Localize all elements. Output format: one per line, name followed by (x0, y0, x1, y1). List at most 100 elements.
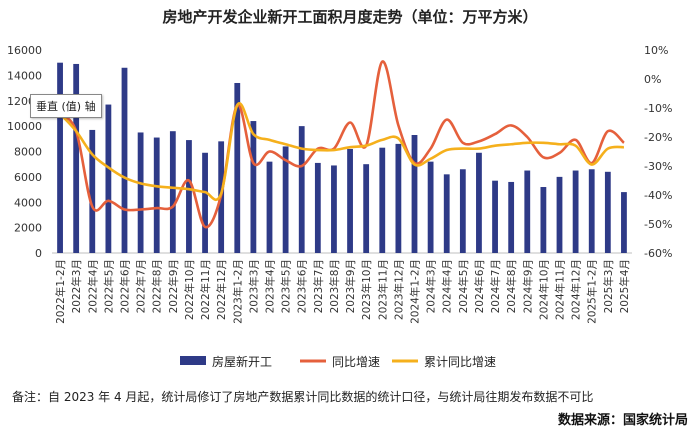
x-axis-tick: 2024年1-2月 (409, 259, 422, 324)
line-series (59, 60, 625, 229)
left-axis-tick: 0 (35, 247, 42, 260)
legend-swatch-bar (180, 356, 206, 365)
x-axis-tick: 2025年3月 (602, 259, 615, 313)
bar-new-construction (411, 135, 418, 253)
x-axis-tick: 2025年1-2月 (586, 259, 599, 324)
bar-new-construction (508, 181, 515, 253)
x-axis-tick: 2023年8月 (328, 259, 341, 313)
bar-new-construction (443, 174, 450, 253)
right-axis: 10% 0% -10% -20% -30% -40% -50% -60% (644, 44, 672, 260)
x-axis-tick: 2024年4月 (441, 259, 454, 313)
bar-new-construction (105, 104, 112, 254)
x-axis-tick: 2022年9月 (167, 259, 180, 313)
bar-new-construction (57, 62, 63, 253)
x-axis-tick: 2022年4月 (86, 259, 99, 313)
bar-new-construction (476, 152, 482, 253)
x-axis-tick: 2022年3月 (70, 259, 83, 313)
left-axis-tick: 8000 (14, 146, 42, 159)
right-axis-tick: 0% (644, 73, 661, 86)
x-axis-tick: 2022年8月 (151, 259, 164, 313)
x-axis-tick: 2023年1-2月 (231, 259, 244, 324)
bar-new-construction (347, 148, 353, 253)
right-axis-tick: -60% (644, 247, 672, 260)
bar-new-construction (153, 137, 160, 253)
bar-new-construction (89, 129, 96, 253)
x-axis-tick: 2023年10月 (360, 259, 373, 320)
left-axis-tick: 16000 (7, 44, 42, 57)
bar-new-construction (169, 131, 176, 253)
bar-new-construction (427, 161, 434, 253)
x-axis-tick: 2024年6月 (473, 259, 486, 313)
bar-new-construction (234, 82, 241, 253)
x-axis-tick: 2023年4月 (264, 259, 277, 313)
x-axis-tick: 2023年6月 (296, 259, 309, 313)
x-axis-tick: 2023年3月 (247, 259, 260, 313)
left-axis-tick: 2000 (14, 222, 42, 235)
right-axis-tick: -10% (644, 102, 672, 115)
left-axis-tick: 4000 (14, 196, 42, 209)
legend: 房屋新开工 同比增速 累计同比增速 (180, 354, 496, 369)
bar-new-construction (73, 63, 80, 253)
bar-new-construction (395, 143, 402, 253)
line-yoy-growth (59, 60, 625, 229)
bar-new-construction (137, 132, 144, 253)
line-cumulative-yoy-growth (59, 101, 625, 201)
left-axis-tick: 14000 (7, 69, 42, 82)
x-axis-tick: 2022年11月 (199, 259, 212, 320)
bar-new-construction (250, 121, 257, 253)
bar-new-construction (556, 176, 563, 253)
bar-new-construction (621, 192, 627, 253)
x-axis-tick: 2023年7月 (312, 259, 325, 313)
bar-new-construction (202, 152, 208, 253)
bar-new-construction (186, 140, 192, 253)
x-axis-tick: 2024年5月 (457, 259, 470, 313)
x-axis-tick: 2024年9月 (521, 259, 534, 313)
x-axis-tick: 2023年9月 (344, 259, 357, 313)
x-axis-tick: 2024年10月 (537, 259, 550, 320)
x-axis-tick: 2024年11月 (554, 259, 567, 320)
x-axis-tick: 2022年6月 (119, 259, 132, 313)
right-axis-tick: 10% (644, 44, 668, 57)
legend-label: 同比增速 (332, 355, 380, 369)
bar-new-construction (282, 146, 289, 253)
bar-new-construction (459, 169, 466, 253)
chart-title: 房地产开发企业新开工面积月度走势（单位：万平方米） (162, 8, 537, 26)
bar-new-construction (298, 126, 305, 253)
right-axis-tick: -50% (644, 218, 672, 231)
x-axis-tick: 2022年5月 (102, 259, 115, 313)
bar-new-construction (314, 162, 321, 253)
x-axis-tick: 2024年12月 (570, 259, 583, 320)
x-axis-tick: 2024年7月 (489, 259, 502, 313)
x-axis-tick: 2022年12月 (215, 259, 228, 320)
x-axis-tick: 2025年4月 (618, 259, 631, 313)
bar-new-construction (379, 147, 386, 253)
right-axis-tick: -40% (644, 189, 672, 202)
bar-new-construction (492, 180, 498, 253)
x-axis-labels: 2022年1-2月 2022年3月 2022年4月 2022年5月 2022年6月 202… (54, 259, 631, 324)
bar-new-construction (572, 170, 579, 253)
footnote: 备注：自 2023 年 4 月起，统计局修订了房地产数据累计同比数据的统计口径，… (12, 390, 594, 404)
right-axis-tick: -30% (644, 160, 672, 173)
x-axis-tick: 2024年3月 (425, 259, 438, 313)
right-axis-tick: -20% (644, 131, 672, 144)
bar-new-construction (540, 187, 547, 253)
left-axis-tick: 10000 (7, 120, 42, 133)
x-axis-tick: 2022年10月 (183, 259, 196, 320)
bar-new-construction (524, 170, 531, 253)
axis-tooltip: 垂直 (值) 轴 (30, 94, 102, 118)
legend-label: 房屋新开工 (212, 354, 272, 369)
bar-new-construction (588, 169, 595, 253)
bar-series (57, 62, 627, 254)
bar-new-construction (331, 165, 337, 253)
x-axis-tick: 2023年12月 (392, 259, 405, 320)
x-axis-tick: 2022年7月 (135, 259, 148, 313)
bar-new-construction (266, 161, 273, 253)
x-axis-tick: 2023年5月 (280, 259, 293, 313)
bar-new-construction (121, 67, 128, 253)
bar-new-construction (363, 164, 370, 253)
data-source: 数据来源：国家统计局 (557, 413, 688, 428)
x-axis-tick: 2024年8月 (505, 259, 518, 313)
legend-label: 累计同比增速 (424, 355, 496, 369)
